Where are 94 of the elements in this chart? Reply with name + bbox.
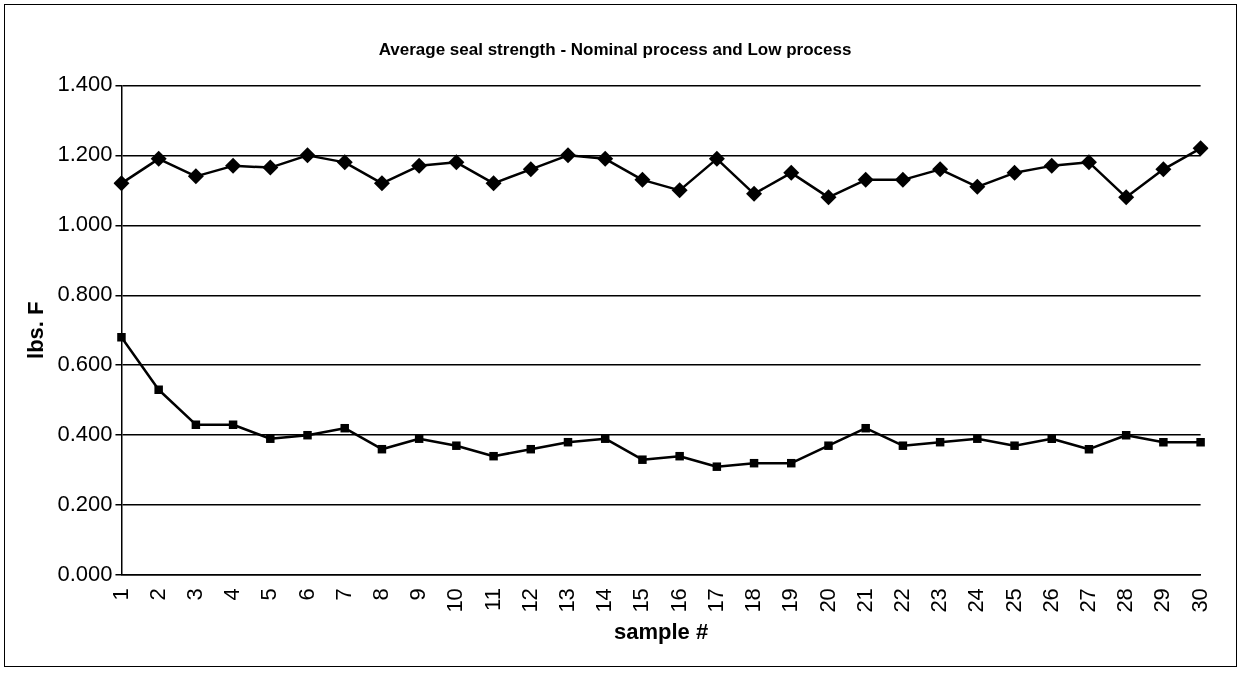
point bbox=[1010, 441, 1019, 450]
x-tick-label: 11 bbox=[479, 588, 505, 611]
point bbox=[448, 154, 465, 171]
point bbox=[675, 451, 684, 461]
point bbox=[973, 434, 982, 443]
x-tick-label: 2 bbox=[144, 588, 170, 601]
point bbox=[191, 420, 201, 429]
y-tick-label: 0.200 bbox=[57, 491, 113, 517]
point bbox=[1196, 437, 1205, 447]
y-axis-title: lbs. F bbox=[23, 301, 49, 359]
point bbox=[634, 171, 651, 188]
x-tick-label: 20 bbox=[814, 588, 840, 613]
x-tick-label: 6 bbox=[293, 588, 319, 601]
point bbox=[824, 441, 833, 450]
x-tick-label: 1 bbox=[107, 588, 133, 601]
point bbox=[262, 159, 279, 176]
x-tick-label: 29 bbox=[1149, 588, 1175, 613]
point bbox=[1118, 189, 1135, 206]
x-tick-label: 24 bbox=[963, 588, 989, 613]
point bbox=[373, 175, 390, 192]
point bbox=[225, 157, 242, 174]
x-tick-label: 23 bbox=[926, 588, 952, 613]
point bbox=[894, 171, 911, 188]
point bbox=[266, 434, 275, 443]
point bbox=[1192, 140, 1209, 157]
x-tick-label: 25 bbox=[1000, 588, 1026, 613]
y-tick-label: 0.000 bbox=[57, 561, 113, 587]
x-tick-label: 8 bbox=[368, 588, 393, 601]
point bbox=[150, 150, 167, 167]
point bbox=[597, 150, 614, 167]
y-tick-label: 0.600 bbox=[57, 351, 113, 377]
point bbox=[857, 171, 874, 188]
point bbox=[820, 189, 837, 206]
x-tick-label: 3 bbox=[181, 588, 207, 601]
point bbox=[154, 385, 163, 394]
point bbox=[638, 455, 647, 464]
x-axis-title: sample # bbox=[613, 618, 709, 644]
x-tick-label: 18 bbox=[740, 588, 766, 613]
point bbox=[113, 175, 130, 192]
point bbox=[452, 441, 461, 450]
point bbox=[708, 150, 725, 167]
x-tick-label: 17 bbox=[702, 588, 728, 613]
x-tick-label: 26 bbox=[1037, 588, 1063, 613]
x-tick-label: 10 bbox=[442, 588, 468, 613]
point bbox=[783, 164, 800, 181]
point bbox=[336, 154, 353, 171]
y-tick-label: 1.000 bbox=[57, 211, 113, 237]
x-tick-label: 22 bbox=[888, 588, 914, 613]
x-tick-label: 16 bbox=[665, 588, 691, 613]
x-tick-label: 27 bbox=[1075, 588, 1101, 613]
x-tick-label: 4 bbox=[219, 588, 245, 601]
point bbox=[861, 423, 870, 433]
point bbox=[187, 168, 204, 185]
y-tick-label: 1.400 bbox=[57, 71, 113, 97]
point bbox=[340, 423, 349, 433]
point bbox=[560, 147, 576, 164]
y-tick-label: 0.800 bbox=[57, 281, 113, 307]
point bbox=[1155, 161, 1172, 178]
x-tick-label: 15 bbox=[628, 588, 654, 613]
x-tick-label: 14 bbox=[591, 588, 617, 613]
point bbox=[1159, 437, 1168, 447]
y-tick-label: 1.200 bbox=[57, 141, 113, 167]
x-tick-label: 21 bbox=[851, 588, 877, 613]
point bbox=[411, 157, 428, 174]
point bbox=[787, 458, 796, 468]
point bbox=[299, 147, 316, 164]
x-tick-label: 7 bbox=[330, 588, 356, 601]
x-tick-label: 30 bbox=[1186, 588, 1212, 613]
point bbox=[489, 451, 498, 461]
x-tick-label: 28 bbox=[1112, 588, 1138, 613]
point bbox=[600, 434, 610, 443]
point bbox=[671, 182, 688, 199]
point bbox=[712, 462, 722, 471]
x-tick-label: 5 bbox=[256, 588, 282, 601]
x-tick-label: 12 bbox=[516, 588, 542, 613]
x-tick-label: 13 bbox=[554, 588, 580, 613]
point bbox=[414, 434, 424, 443]
point bbox=[228, 420, 238, 429]
point bbox=[746, 185, 763, 202]
point bbox=[485, 175, 502, 192]
point bbox=[969, 178, 986, 195]
point bbox=[1080, 154, 1097, 171]
chart-title: Average seal strength - Nominal process and Low process bbox=[378, 39, 852, 59]
point bbox=[1043, 157, 1060, 174]
point bbox=[1047, 434, 1056, 443]
point bbox=[303, 430, 312, 440]
point bbox=[932, 161, 949, 178]
y-tick-label: 0.400 bbox=[57, 421, 113, 447]
point bbox=[898, 441, 908, 450]
point bbox=[1006, 164, 1023, 181]
x-tick-label: 19 bbox=[777, 588, 803, 613]
x-tick-label: 9 bbox=[405, 588, 431, 601]
point bbox=[522, 161, 539, 178]
point bbox=[117, 333, 126, 342]
